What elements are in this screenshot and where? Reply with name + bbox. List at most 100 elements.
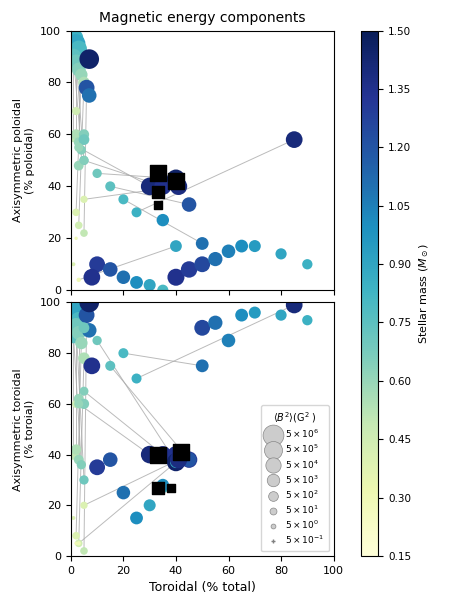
Point [80,500,88,510]
Point [167,483,175,492]
Point [177,447,185,457]
Point [78,70,85,79]
Point [85,326,93,335]
Point [120,488,127,497]
Point [75,137,82,147]
Point [277,249,285,259]
Point [80,135,88,145]
Point [251,308,259,318]
Point [72,106,80,116]
Point [212,318,219,327]
Point [159,480,166,490]
Point [72,233,80,243]
Point [186,200,193,210]
Point [75,315,82,325]
Point [225,246,232,256]
Point [146,500,154,510]
Point [159,285,166,295]
Point [78,145,85,155]
Point [72,57,80,67]
Point [75,538,82,548]
X-axis label: Toroidal (% total): Toroidal (% total) [149,581,255,595]
Point [172,174,180,183]
Point [172,457,180,467]
Point [72,531,80,541]
Point [106,265,114,274]
Y-axis label: Stellar mass ($M_\odot$): Stellar mass ($M_\odot$) [417,243,430,344]
Point [70,302,77,312]
Point [120,273,127,282]
Point [75,161,82,170]
Point [154,483,161,492]
Point [80,194,88,204]
Point [172,457,180,467]
Point [75,221,82,230]
Point [159,215,166,225]
Point [106,455,114,464]
Point [154,450,161,459]
Point [78,338,85,348]
Point [88,273,96,282]
Point [80,475,88,485]
Point [159,450,166,459]
Point [75,65,82,75]
Point [85,90,93,100]
Point [186,455,193,464]
Point [70,132,77,142]
Y-axis label: Axisymmetric poloidal
(% poloidal): Axisymmetric poloidal (% poloidal) [13,98,35,222]
Point [199,238,206,248]
Point [80,353,88,363]
Point [70,34,77,43]
Point [251,241,259,251]
Point [72,207,80,217]
Legend: $5\times10^{6}$, $5\times10^{5}$, $5\times10^{4}$, $5\times10^{3}$, $5\times10^{: $5\times10^{6}$, $5\times10^{5}$, $5\tim… [261,405,329,552]
Point [83,82,90,92]
Point [80,130,88,139]
Point [80,399,88,409]
Point [80,78,88,87]
Point [70,259,77,269]
Point [146,181,154,191]
Point [75,538,82,548]
Title: Magnetic energy components: Magnetic energy components [99,11,305,25]
Point [154,200,161,210]
Point [70,52,77,62]
Point [93,463,101,472]
Point [199,323,206,332]
Point [212,254,219,264]
Point [291,135,298,145]
Point [72,320,80,330]
Point [72,538,80,548]
Point [159,483,166,492]
Point [80,323,88,332]
Point [172,176,180,186]
Point [75,44,82,54]
Point [93,335,101,345]
Point [72,130,80,139]
Point [199,259,206,269]
Point [83,310,90,320]
Point [88,361,96,371]
Point [291,300,298,310]
Point [93,259,101,269]
Point [70,450,77,459]
Point [133,277,140,287]
Point [75,328,82,338]
Point [75,399,82,409]
Point [85,298,93,307]
Point [277,310,285,320]
Point [146,450,154,459]
Point [154,187,161,197]
Point [70,331,77,340]
Point [72,445,80,455]
Point [186,455,193,464]
Point [106,361,114,371]
Point [106,181,114,191]
Point [146,280,154,290]
Point [72,38,80,48]
Point [85,54,93,64]
Point [238,310,245,320]
Point [75,455,82,464]
Point [133,513,140,523]
Point [120,194,127,204]
